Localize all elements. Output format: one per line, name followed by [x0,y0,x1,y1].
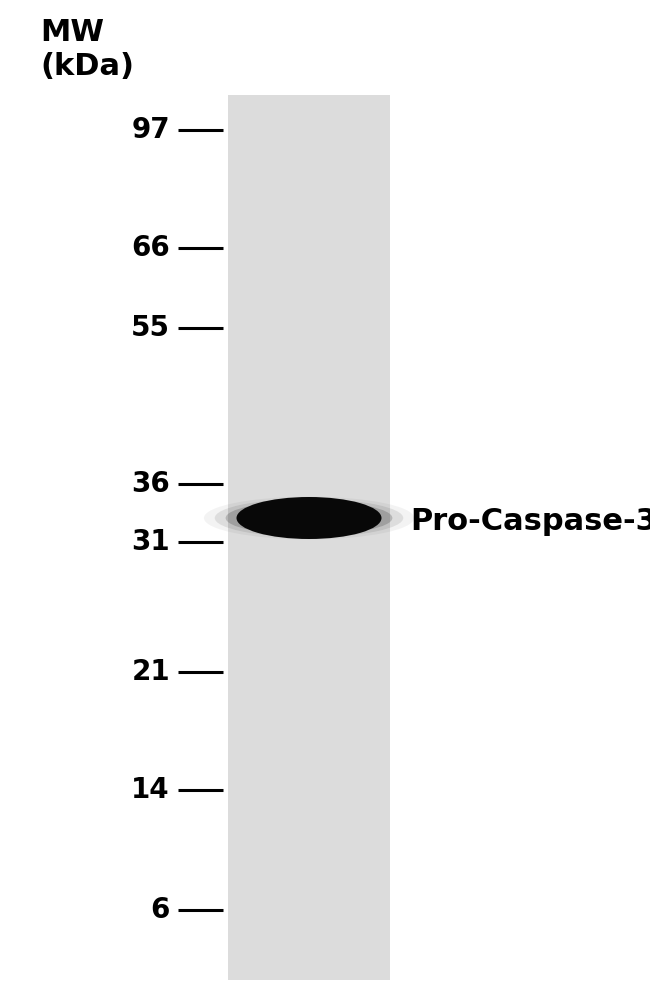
Text: Pro-Caspase-3: Pro-Caspase-3 [410,507,650,536]
Text: 6: 6 [151,896,170,924]
Text: 14: 14 [131,776,170,804]
Text: 21: 21 [131,658,170,686]
Text: 55: 55 [131,314,170,342]
Text: 31: 31 [131,528,170,556]
Text: 97: 97 [131,116,170,144]
Bar [228,95,390,980]
Ellipse shape [214,499,403,537]
Ellipse shape [237,497,382,539]
Text: MW
(kDa): MW (kDa) [40,18,134,81]
Ellipse shape [226,501,393,535]
Text: 36: 36 [131,470,170,498]
Ellipse shape [204,497,414,539]
Text: 66: 66 [131,234,170,262]
